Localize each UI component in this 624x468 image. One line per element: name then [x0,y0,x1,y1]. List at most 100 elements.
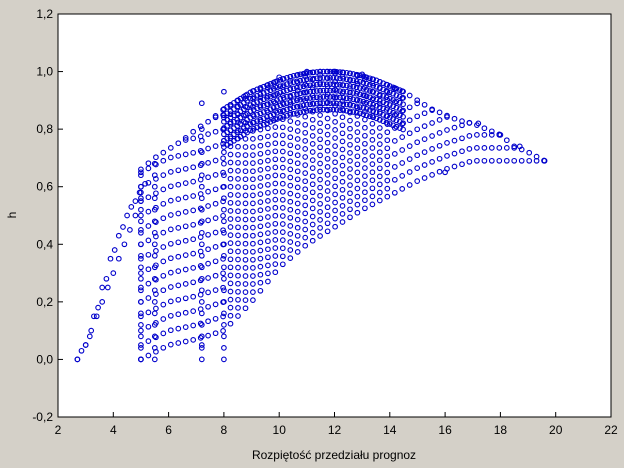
data-point [93,313,100,320]
data-point [205,131,211,137]
data-point [280,107,287,114]
data-point [414,178,421,184]
data-point [221,88,227,95]
data-point [362,140,368,147]
data-point [242,200,249,207]
data-point [444,112,450,119]
data-point [303,95,310,102]
data-point [459,148,465,155]
x-tick-label: 20 [549,423,563,437]
data-point [310,69,317,76]
data-point [370,82,377,89]
data-point [324,155,331,162]
data-point [265,165,271,172]
data-point [373,83,380,90]
data-point [160,172,167,178]
data-point [393,123,400,130]
data-point [526,157,533,164]
data-point [257,279,264,286]
data-point [309,141,316,147]
data-point [221,322,227,328]
data-point [145,208,152,215]
data-point [160,229,167,236]
data-point [145,323,152,330]
data-point [257,158,264,165]
data-point [265,141,271,148]
data-point [297,103,304,109]
data-point [212,258,219,265]
data-point [221,287,227,294]
data-point [376,97,383,104]
data-point [250,125,257,132]
data-point [302,113,309,120]
data-point [190,322,197,329]
data-point [265,262,271,269]
data-point [475,120,482,127]
data-point [391,189,398,196]
data-point [347,150,353,156]
data-point [190,293,197,300]
data-point [459,118,465,124]
data-point [91,313,97,320]
data-point [347,198,353,205]
data-point [270,92,277,99]
data-point [380,105,387,112]
data-point [235,280,241,287]
data-point [205,275,211,281]
data-point [313,75,320,82]
data-point [151,356,158,363]
data-point [363,106,370,112]
data-point [138,198,144,204]
data-point [354,129,361,135]
points-layer [74,68,548,363]
data-point [167,284,174,290]
data-point [227,167,234,174]
data-point [343,101,350,108]
data-point [277,102,284,109]
data-point [205,289,211,296]
data-point [384,177,391,184]
data-point [250,87,257,94]
data-point [279,180,286,187]
x-tick-label: 14 [383,423,397,437]
data-point [167,327,174,334]
data-point [354,121,361,127]
data-point [383,81,390,88]
x-tick-label: 6 [165,423,172,437]
data-point [270,85,277,92]
data-point [287,99,294,105]
data-point [380,93,387,99]
data-point [287,247,294,253]
data-point [279,132,286,139]
data-point [287,142,294,149]
data-point [339,122,346,129]
data-point [294,200,301,207]
data-point [151,264,158,271]
data-point [242,289,249,295]
data-point [347,95,353,102]
data-point [138,169,144,176]
data-point [145,280,152,287]
data-point [333,94,340,100]
data-point [367,75,373,82]
data-point [353,71,360,78]
data-point [332,191,338,198]
data-point [323,100,330,107]
data-point [343,82,350,89]
data-point [294,160,301,167]
data-point [360,98,367,105]
data-point [151,218,158,225]
data-point [451,163,458,170]
data-point [317,94,323,100]
data-point [297,77,304,84]
data-point [205,332,211,339]
data-point [182,223,189,230]
data-point [337,69,343,75]
data-point [138,327,144,334]
x-tick-label: 12 [328,423,342,437]
data-point [167,240,174,247]
data-point [414,165,421,171]
data-point [260,115,267,122]
data-point [267,100,274,106]
